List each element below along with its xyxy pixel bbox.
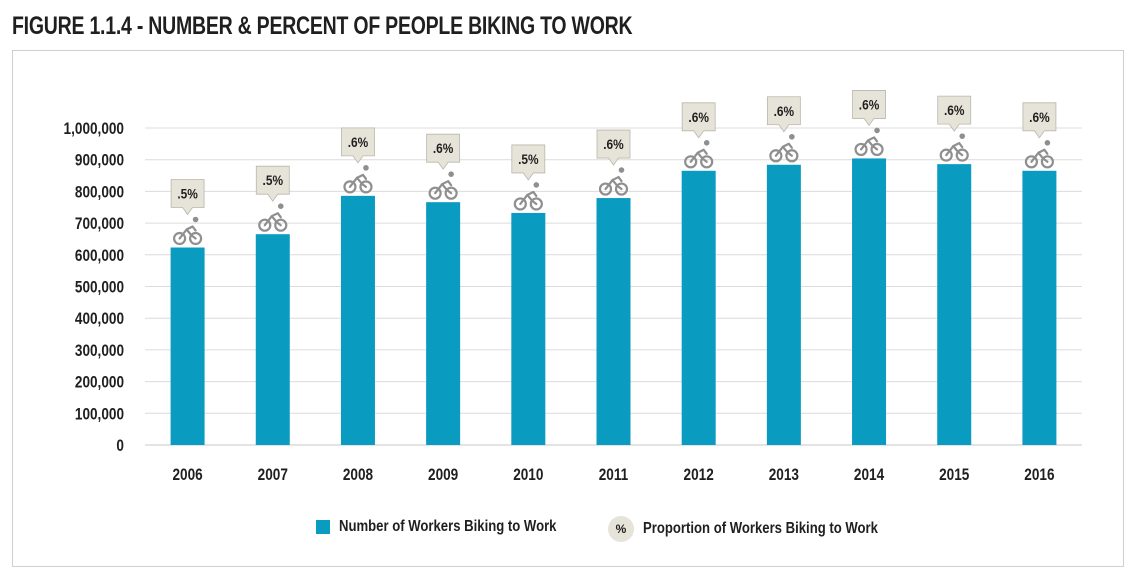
percent-callout: .6% xyxy=(852,90,886,127)
legend-item-workers: Number of Workers Biking to Work xyxy=(316,518,604,536)
percent-callout: .5% xyxy=(170,179,205,216)
percent-label: .6% xyxy=(433,140,454,156)
y-tick-label: 600,000 xyxy=(75,246,124,265)
percent-label: .5% xyxy=(177,186,198,202)
percent-label: .6% xyxy=(944,102,965,118)
percent-label: .5% xyxy=(263,172,284,188)
bicyclist-icon xyxy=(428,171,458,200)
bar xyxy=(596,198,631,445)
bicyclist-icon xyxy=(172,216,203,246)
bar xyxy=(426,202,461,445)
percent-label: .6% xyxy=(603,136,624,152)
percent-label: .5% xyxy=(518,151,539,167)
y-tick-label: 1,000,000 xyxy=(64,120,124,139)
percent-callout: .6% xyxy=(681,102,716,139)
bicyclist-icon xyxy=(769,133,799,163)
x-tick-label: 2013 xyxy=(769,466,799,485)
bicyclist-icon xyxy=(598,167,629,196)
bar xyxy=(766,164,801,445)
x-tick-label: 2006 xyxy=(172,466,202,485)
percent-callout: .6% xyxy=(341,127,375,164)
bar xyxy=(852,158,887,445)
x-tick-label: 2007 xyxy=(258,466,288,485)
bicyclist-icon xyxy=(258,203,288,232)
bar xyxy=(511,212,546,445)
percent-callout-box xyxy=(511,144,546,181)
y-tick-label: 900,000 xyxy=(75,151,124,170)
percent-callout-box xyxy=(255,165,290,202)
percent-callout: .6% xyxy=(766,96,801,133)
x-tick-label: 2010 xyxy=(513,466,543,485)
legend-label-proportion: Proportion of Workers Biking to Work xyxy=(643,520,878,537)
y-tick-label: 300,000 xyxy=(75,342,124,361)
percent-callout: .5% xyxy=(511,144,546,181)
bicyclist-icon xyxy=(343,165,373,194)
bar xyxy=(937,164,972,445)
bicyclist-icon xyxy=(684,139,714,169)
x-tick-label: 2011 xyxy=(599,466,629,485)
y-tick-label: 700,000 xyxy=(75,215,124,234)
bicyclist-icon xyxy=(854,127,884,157)
bicyclist-icon xyxy=(939,133,969,162)
x-tick-label: 2014 xyxy=(854,466,885,485)
legend-swatch-bars xyxy=(316,520,330,534)
percent-callout: .5% xyxy=(255,165,290,202)
percent-callout: .6% xyxy=(937,95,972,132)
legend-label-workers: Number of Workers Biking to Work xyxy=(339,518,557,535)
percent-label: .6% xyxy=(859,97,880,113)
percent-label: .6% xyxy=(348,134,369,150)
legend: Number of Workers Biking to Work % Propo… xyxy=(0,516,1137,544)
percent-callout: .6% xyxy=(426,133,461,170)
percent-callout-box xyxy=(766,96,801,133)
percent-callout-box xyxy=(170,179,205,216)
bar xyxy=(681,170,716,446)
y-tick-label: 400,000 xyxy=(75,310,124,329)
percent-label: .6% xyxy=(688,109,709,125)
bar xyxy=(1022,170,1057,446)
percent-callout-box xyxy=(341,127,375,164)
y-tick-label: 800,000 xyxy=(75,183,124,202)
x-tick-label: 2015 xyxy=(939,466,970,485)
bar xyxy=(255,234,290,445)
x-tick-label: 2016 xyxy=(1024,466,1054,485)
percent-label: .6% xyxy=(1029,109,1050,125)
x-tick-label: 2012 xyxy=(684,466,714,485)
figure-title: FIGURE 1.1.4 - NUMBER & PERCENT OF PEOPL… xyxy=(12,12,633,40)
percent-callout: .6% xyxy=(596,129,631,166)
percent-callout-box xyxy=(1022,102,1057,139)
percent-callout-box xyxy=(681,102,716,139)
legend-item-proportion: % Proportion of Workers Biking to Work xyxy=(608,516,930,542)
bicyclist-icon xyxy=(513,182,543,211)
bicyclist-icon xyxy=(1024,139,1055,169)
percent-callout-box xyxy=(937,95,972,132)
percent-callout-box xyxy=(426,133,461,170)
bar xyxy=(340,195,375,445)
percent-callout-box xyxy=(852,90,886,127)
percent-callout-box xyxy=(596,129,631,166)
y-tick-label: 200,000 xyxy=(75,373,124,392)
bar xyxy=(170,247,205,445)
percent-callout: .6% xyxy=(1022,102,1057,139)
x-tick-label: 2009 xyxy=(428,466,458,485)
y-tick-label: 500,000 xyxy=(75,278,124,297)
percent-label: .6% xyxy=(774,103,795,119)
y-tick-label: 0 xyxy=(116,437,124,456)
x-tick-label: 2008 xyxy=(343,466,374,485)
legend-percent-badge-icon: % xyxy=(608,516,634,542)
y-tick-label: 100,000 xyxy=(75,405,124,424)
